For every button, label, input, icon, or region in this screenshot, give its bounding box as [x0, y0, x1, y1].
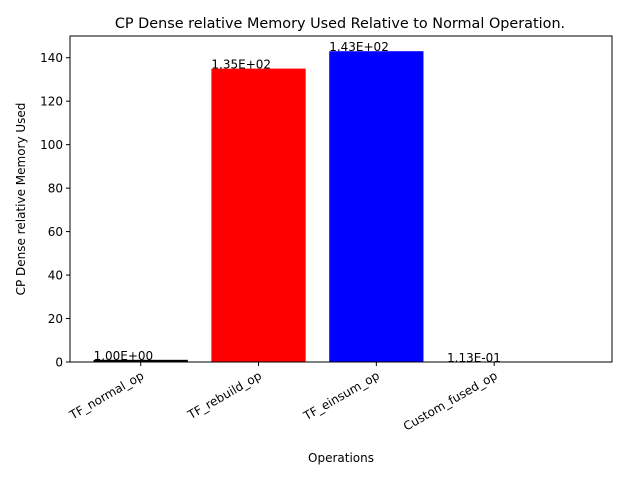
- data-label-Custom_fused_op: 1.13E-01: [447, 351, 501, 365]
- x-tick-label-Custom_fused_op: Custom_fused_op: [401, 368, 500, 433]
- y-tick-label: 140: [40, 51, 63, 65]
- y-tick-label: 40: [48, 269, 63, 283]
- y-tick-label: 0: [55, 356, 63, 370]
- y-tick-label: 60: [48, 225, 63, 239]
- y-tick-label: 120: [40, 95, 63, 109]
- x-axis-label: Operations: [308, 451, 374, 465]
- plot-area: 1.00E+00 1.35E+02 1.43E+02 1.13E-01 0 20 40 60 8…: [40, 35, 613, 434]
- bar-TF_normal_op: [93, 359, 188, 362]
- y-axis-label: CP Dense relative Memory Used: [14, 103, 28, 296]
- bar-TF_rebuild_op: [211, 68, 306, 362]
- y-tick-label: 100: [40, 138, 63, 152]
- chart-title: CP Dense relative Memory Used Relative t…: [115, 16, 565, 32]
- x-tick-label-TF_normal_op: TF_normal_op: [66, 368, 146, 422]
- x-tick-label-TF_rebuild_op: TF_rebuild_op: [184, 368, 264, 422]
- y-tick-label: 80: [48, 182, 63, 196]
- x-tick-label-TF_einsum_op: TF_einsum_op: [300, 368, 382, 423]
- axes-frame: [69, 35, 613, 363]
- data-label-TF_rebuild_op: 1.35E+02: [211, 58, 271, 72]
- y-tick-label: 20: [48, 312, 63, 326]
- data-label-TF_einsum_op: 1.43E+02: [329, 40, 389, 54]
- bar-TF_einsum_op: [329, 51, 424, 363]
- data-label-TF_normal_op: 1.00E+00: [94, 349, 154, 363]
